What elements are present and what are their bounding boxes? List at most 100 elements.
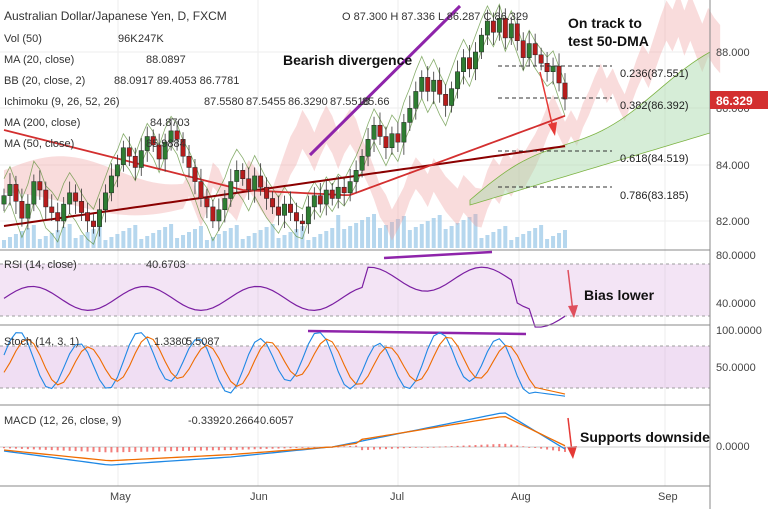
- candle-body: [1, 195, 7, 205]
- volume-bar: [461, 220, 466, 248]
- candle-body: [443, 94, 449, 106]
- candle-body: [79, 201, 85, 213]
- macd-histogram-bar: [134, 447, 137, 452]
- candle-body: [323, 189, 329, 205]
- macd-histogram-bar: [146, 447, 149, 452]
- volume-bar: [198, 226, 203, 248]
- candle-body: [496, 17, 502, 33]
- price-tick-84: 84.000: [716, 160, 750, 172]
- ichimoku-label: Ichimoku (9, 26, 52, 26): [4, 96, 120, 108]
- volume-bar: [163, 227, 168, 248]
- macd-histogram-bar: [26, 447, 29, 450]
- candle-body: [413, 91, 419, 109]
- volume-bar: [234, 225, 239, 248]
- candle-body: [305, 206, 311, 225]
- candle-body: [25, 203, 31, 219]
- volume-bar: [455, 223, 460, 248]
- candle-body: [288, 203, 293, 213]
- volume-bar: [204, 240, 209, 248]
- macd-value-3: 0.6057: [260, 415, 294, 427]
- macd-histogram-bar: [32, 447, 35, 450]
- rsi-tick-40: 40.0000: [716, 298, 756, 310]
- candle-body: [431, 79, 437, 92]
- macd-histogram-bar: [170, 447, 173, 452]
- macd-value-2: 0.2664: [226, 415, 260, 427]
- volume-bar: [425, 221, 430, 248]
- macd-histogram-bar: [116, 447, 119, 453]
- volume-bar: [288, 232, 293, 248]
- ichimoku-value-3: 86.3290: [288, 96, 328, 108]
- candle-body: [258, 175, 264, 188]
- macd-histogram-bar: [211, 447, 214, 451]
- ma20-value: 88.0897: [146, 54, 186, 66]
- volume-bar: [139, 239, 144, 248]
- candle-body: [216, 209, 222, 222]
- macd-tick-0: 0.0000: [716, 441, 750, 453]
- bb-values: 88.0917 89.4053 86.7781: [114, 75, 239, 87]
- macd-histogram-bar: [110, 447, 113, 453]
- candle-body: [204, 198, 210, 208]
- volume-bar: [342, 229, 347, 248]
- stoch-value-1: 1.3380: [154, 336, 188, 348]
- candle-body: [61, 203, 67, 222]
- annotation-supports: Supports downside: [580, 429, 710, 445]
- volume-bar: [336, 215, 341, 248]
- macd-histogram-bar: [343, 446, 346, 448]
- candle-body: [120, 147, 126, 165]
- volume-bar: [348, 226, 353, 248]
- ma200-label: MA (200, close): [4, 117, 80, 129]
- volume-bar: [37, 239, 42, 248]
- macd-histogram-bar: [349, 445, 352, 447]
- volume-bar: [258, 230, 263, 248]
- candle-body: [365, 139, 371, 157]
- volume-bar: [133, 225, 138, 248]
- macd-histogram-bar: [426, 447, 429, 448]
- macd-histogram-bar: [104, 447, 107, 453]
- macd-histogram-bar: [128, 447, 131, 453]
- volume-bar: [521, 234, 526, 248]
- volume-bar: [67, 224, 72, 248]
- volume-bar: [115, 234, 120, 248]
- volume-bar: [467, 217, 472, 248]
- volume-bar: [192, 229, 197, 248]
- candle-body: [37, 181, 43, 191]
- down-arrow-macd: [567, 417, 577, 459]
- macd-value-1: -0.3392: [188, 415, 225, 427]
- volume-bar: [43, 236, 48, 248]
- candle-body: [461, 57, 466, 72]
- candle-body: [114, 164, 120, 177]
- rsi-trendline: [383, 250, 493, 260]
- macd-histogram-bar: [486, 444, 489, 447]
- volume-bar: [306, 240, 311, 248]
- macd-histogram-bar: [564, 447, 566, 452]
- candle-body: [359, 155, 365, 171]
- volume-bar: [49, 233, 54, 248]
- volume-bar: [449, 226, 454, 248]
- ma200-value: 84.8703: [150, 117, 190, 129]
- candle-body: [240, 170, 246, 180]
- legend: Australian Dollar/Japanese Yen, D, FXCM …: [4, 9, 528, 427]
- candle-body: [156, 144, 162, 160]
- ichimoku-value-5: 85.66: [362, 96, 390, 108]
- macd-histogram-bar: [229, 447, 232, 450]
- macd-histogram-bar: [396, 447, 399, 449]
- fib-618-label: 0.618(84.519): [620, 153, 689, 165]
- volume-bar: [145, 236, 150, 248]
- candle-body: [144, 136, 150, 151]
- stoch-axis: 100.0000 50.0000: [716, 325, 762, 374]
- volume-bar: [151, 233, 156, 248]
- volume-bar: [294, 229, 299, 248]
- volume-bar: [545, 239, 550, 248]
- macd-panel: [0, 412, 710, 466]
- macd-histogram-bar: [402, 447, 405, 449]
- candle-body: [228, 181, 234, 199]
- volume-bar: [563, 230, 567, 248]
- time-axis: May Jun Jul Aug Sep: [110, 491, 678, 503]
- volume-bar: [527, 231, 532, 248]
- volume-bar: [264, 227, 269, 248]
- macd-histogram-bar: [516, 445, 519, 447]
- candle-body: [293, 212, 299, 222]
- macd-histogram-bar: [241, 447, 244, 450]
- rsi-value: 40.6703: [146, 259, 186, 271]
